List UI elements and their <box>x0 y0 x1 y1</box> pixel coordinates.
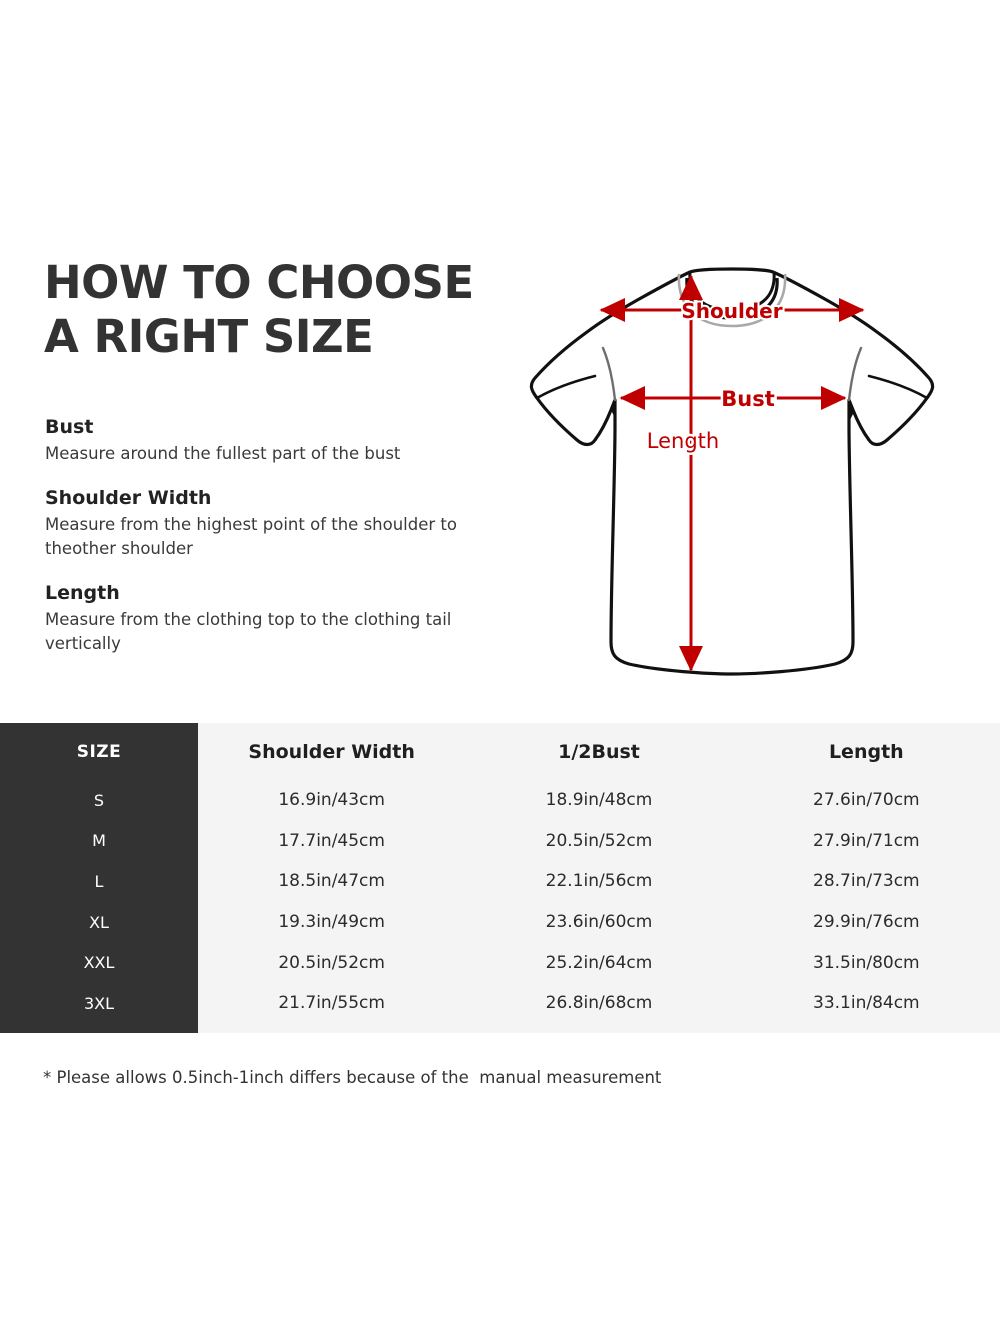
bust-label: Bust <box>721 387 775 411</box>
definition-length: Length Measure from the clothing top to … <box>45 580 475 656</box>
table-header-half-bust: 1/2Bust <box>558 740 640 763</box>
table-row: 17.7in/45cm 20.5in/52cm 27.9in/71cm <box>198 821 1000 862</box>
shoulder-width-cell: 20.5in/52cm <box>278 952 385 973</box>
half-bust-cell: 18.9in/48cm <box>545 790 653 811</box>
shoulder-width-cell: 19.3in/49cm <box>278 912 385 933</box>
page-title-line-2: A RIGHT SIZE <box>44 310 374 363</box>
right-sleeve-hem <box>867 374 929 400</box>
definition-term: Length <box>45 582 120 604</box>
definition-term: Bust <box>45 416 94 438</box>
shoulder-label: Shoulder <box>681 299 782 323</box>
table-row: 19.3in/49cm 23.6in/60cm 29.9in/76cm <box>198 902 1000 943</box>
measurement-disclaimer: * Please allows 0.5inch-1inch differs be… <box>43 1068 662 1087</box>
length-cell: 29.9in/76cm <box>813 912 920 933</box>
table-header-size: SIZE <box>76 741 122 762</box>
table-header-shoulder-width: Shoulder Width <box>248 740 415 763</box>
size-cell: XXL <box>83 953 115 973</box>
shoulder-width-cell: 16.9in/43cm <box>278 790 385 811</box>
definition-description: Measure from the highest point of the sh… <box>45 515 457 558</box>
length-cell: 28.7in/73cm <box>813 871 920 892</box>
tshirt-outline <box>529 267 935 676</box>
table-header-row: Shoulder Width 1/2Bust Length <box>198 723 1000 780</box>
length-label: Length <box>647 429 719 453</box>
measurement-definitions: Bust Measure around the fullest part of … <box>45 414 475 675</box>
half-bust-cell: 22.1in/56cm <box>545 871 653 892</box>
length-cell: 33.1in/84cm <box>813 993 920 1014</box>
half-bust-cell: 23.6in/60cm <box>545 912 653 933</box>
definition-term: Shoulder Width <box>45 487 212 509</box>
shoulder-width-cell: 21.7in/55cm <box>278 993 385 1014</box>
size-cell: XL <box>89 912 109 932</box>
table-row: 18.5in/47cm 22.1in/56cm 28.7in/73cm <box>198 861 1000 902</box>
table-row: 20.5in/52cm 25.2in/64cm 31.5in/80cm <box>198 942 1000 983</box>
size-cell: L <box>94 871 104 891</box>
definition-bust: Bust Measure around the fullest part of … <box>45 414 475 466</box>
table-row: 16.9in/43cm 18.9in/48cm 27.6in/70cm <box>198 780 1000 821</box>
definition-shoulder-width: Shoulder Width Measure from the highest … <box>45 485 475 561</box>
half-bust-cell: 26.8in/68cm <box>545 993 653 1014</box>
page-title: HOW TO CHOOSE A RIGHT SIZE <box>44 256 514 364</box>
size-cell: M <box>92 831 106 851</box>
definition-description: Measure around the fullest part of the b… <box>45 444 401 463</box>
right-sleeve-seam <box>847 346 863 402</box>
half-bust-cell: 25.2in/64cm <box>545 952 653 973</box>
table-header-length: Length <box>828 740 904 763</box>
page-title-line-1: HOW TO CHOOSE <box>44 256 474 309</box>
table-row: 21.7in/55cm 26.8in/68cm 33.1in/84cm <box>198 983 1000 1024</box>
measurement-columns: Shoulder Width 1/2Bust Length 16.9in/43c… <box>198 723 1000 1033</box>
left-sleeve-seam <box>601 346 617 402</box>
length-cell: 27.6in/70cm <box>813 790 920 811</box>
shoulder-width-cell: 18.5in/47cm <box>278 871 385 892</box>
size-column: SIZE S M L XL XXL 3XL <box>0 723 198 1033</box>
definition-description: Measure from the clothing top to the clo… <box>45 610 452 653</box>
left-sleeve-hem <box>535 374 597 400</box>
tshirt-measurement-diagram: Shoulder Bust Length <box>505 250 985 700</box>
size-cell: S <box>93 790 105 810</box>
size-chart-table: SIZE S M L XL XXL 3XL Shoulder Width 1/2… <box>0 723 1000 1033</box>
length-cell: 31.5in/80cm <box>813 952 920 973</box>
length-cell: 27.9in/71cm <box>813 830 920 851</box>
half-bust-cell: 20.5in/52cm <box>545 830 653 851</box>
shoulder-width-cell: 17.7in/45cm <box>278 830 385 851</box>
size-cell: 3XL <box>83 993 115 1013</box>
